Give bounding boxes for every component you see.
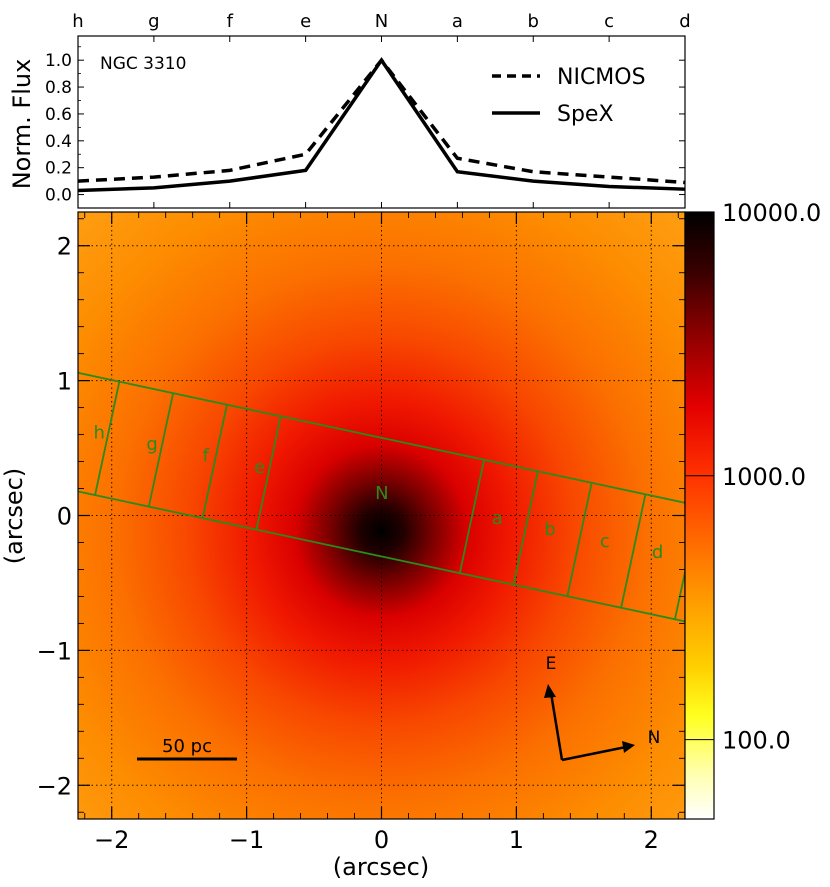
east-arrow-head: [544, 684, 556, 698]
colorbar-tick-label: 10000.0: [722, 199, 821, 227]
aperture-label-N: N: [375, 483, 388, 504]
image-y-tick-label: 1: [57, 368, 72, 396]
flux-y-axis-label: Norm. Flux: [8, 59, 36, 190]
flux-lines: [77, 57, 686, 193]
slit-divider: [458, 459, 485, 574]
aperture-label-e: e: [254, 457, 265, 478]
flux-y-tick-label: 0.2: [45, 159, 72, 179]
scale-bar-label: 50 pc: [162, 736, 212, 757]
galaxy-label: NGC 3310: [100, 54, 186, 74]
flux-x-tick-label: a: [452, 11, 463, 32]
image-y-tick-label: −2: [37, 772, 72, 800]
slit-divider: [674, 567, 685, 620]
colorbar-bar: [684, 211, 715, 820]
slit-divider: [201, 404, 228, 519]
legend: NICMOS SpeX: [492, 65, 646, 127]
aperture-label-a: a: [492, 508, 503, 529]
aperture-label-b: b: [544, 519, 555, 540]
flux-plot-frame: [77, 35, 686, 209]
image-y-axis-label: (arcsec): [0, 468, 28, 564]
aperture-label-d: d: [652, 542, 663, 563]
slit-divider: [94, 381, 121, 496]
image-x-axis-label: (arcsec): [333, 853, 429, 881]
north-arrow-head: [622, 741, 635, 753]
east-label: E: [546, 654, 557, 674]
slit-divider: [566, 482, 593, 597]
flux-x-tick-label: d: [679, 11, 690, 32]
colorbar-tick-label: 100.0: [722, 727, 791, 755]
image-panel: h g f e Na b c d −2 −1 0 1 2 2 1 0 −1 −2 50 pc E N (arcs…: [0, 211, 686, 881]
north-label: N: [648, 728, 661, 748]
image-x-tick-label: 2: [644, 826, 659, 854]
flux-x-tick-label: h: [72, 11, 83, 32]
image-y-tick-label: 0: [57, 503, 72, 531]
slit-divider: [147, 392, 175, 507]
flux-y-ticks: 0.0 0.2 0.4 0.6 0.8 1.0: [45, 46, 685, 206]
colorbar: 10000.0 1000.0 100.0: [684, 199, 821, 820]
legend-spex-label: SpeX: [557, 102, 614, 127]
flux-x-tick-label: N: [375, 11, 388, 32]
flux-x-tick-label: f: [227, 11, 234, 32]
colorbar-ticks: 10000.0 1000.0 100.0: [685, 199, 821, 755]
series-spex-line: [77, 57, 686, 193]
flux-x-tick-label: c: [604, 11, 614, 32]
slit-divider: [255, 416, 282, 530]
flux-x-tick-label: g: [148, 11, 159, 32]
slit-divider: [620, 494, 647, 608]
north-arrow: [561, 745, 627, 762]
aperture-label-f: f: [203, 445, 210, 466]
aperture-label-h: h: [94, 423, 105, 444]
image-x-tick-label: 0: [374, 826, 389, 854]
flux-y-tick-label: 1.0: [45, 51, 72, 71]
flux-y-tick-label: 0.0: [45, 186, 72, 206]
colorbar-tick-label: 1000.0: [722, 463, 806, 491]
image-y-tick-label: 2: [57, 233, 72, 261]
flux-x-tick-label: b: [528, 11, 539, 32]
image-y-tick-label: −1: [37, 637, 72, 665]
east-arrow: [549, 692, 564, 761]
image-x-tick-label: −2: [94, 826, 129, 854]
compass: E N: [544, 654, 661, 762]
slit-divider: [512, 471, 539, 585]
slit-apertures: h g f e Na b c d: [78, 371, 685, 623]
flux-y-tick-label: 0.4: [45, 132, 72, 152]
image-x-tick-label: 1: [509, 826, 524, 854]
image-ticks: −2 −1 0 1 2 2 1 0 −1 −2: [37, 212, 685, 854]
flux-y-tick-label: 0.8: [45, 78, 72, 98]
aperture-label-c: c: [600, 531, 610, 552]
aperture-label-g: g: [146, 434, 157, 455]
legend-nicmos-label: NICMOS: [557, 65, 646, 90]
image-x-tick-label: −1: [229, 826, 264, 854]
flux-y-tick-label: 0.6: [45, 105, 72, 125]
flux-x-tick-label: e: [300, 11, 311, 32]
